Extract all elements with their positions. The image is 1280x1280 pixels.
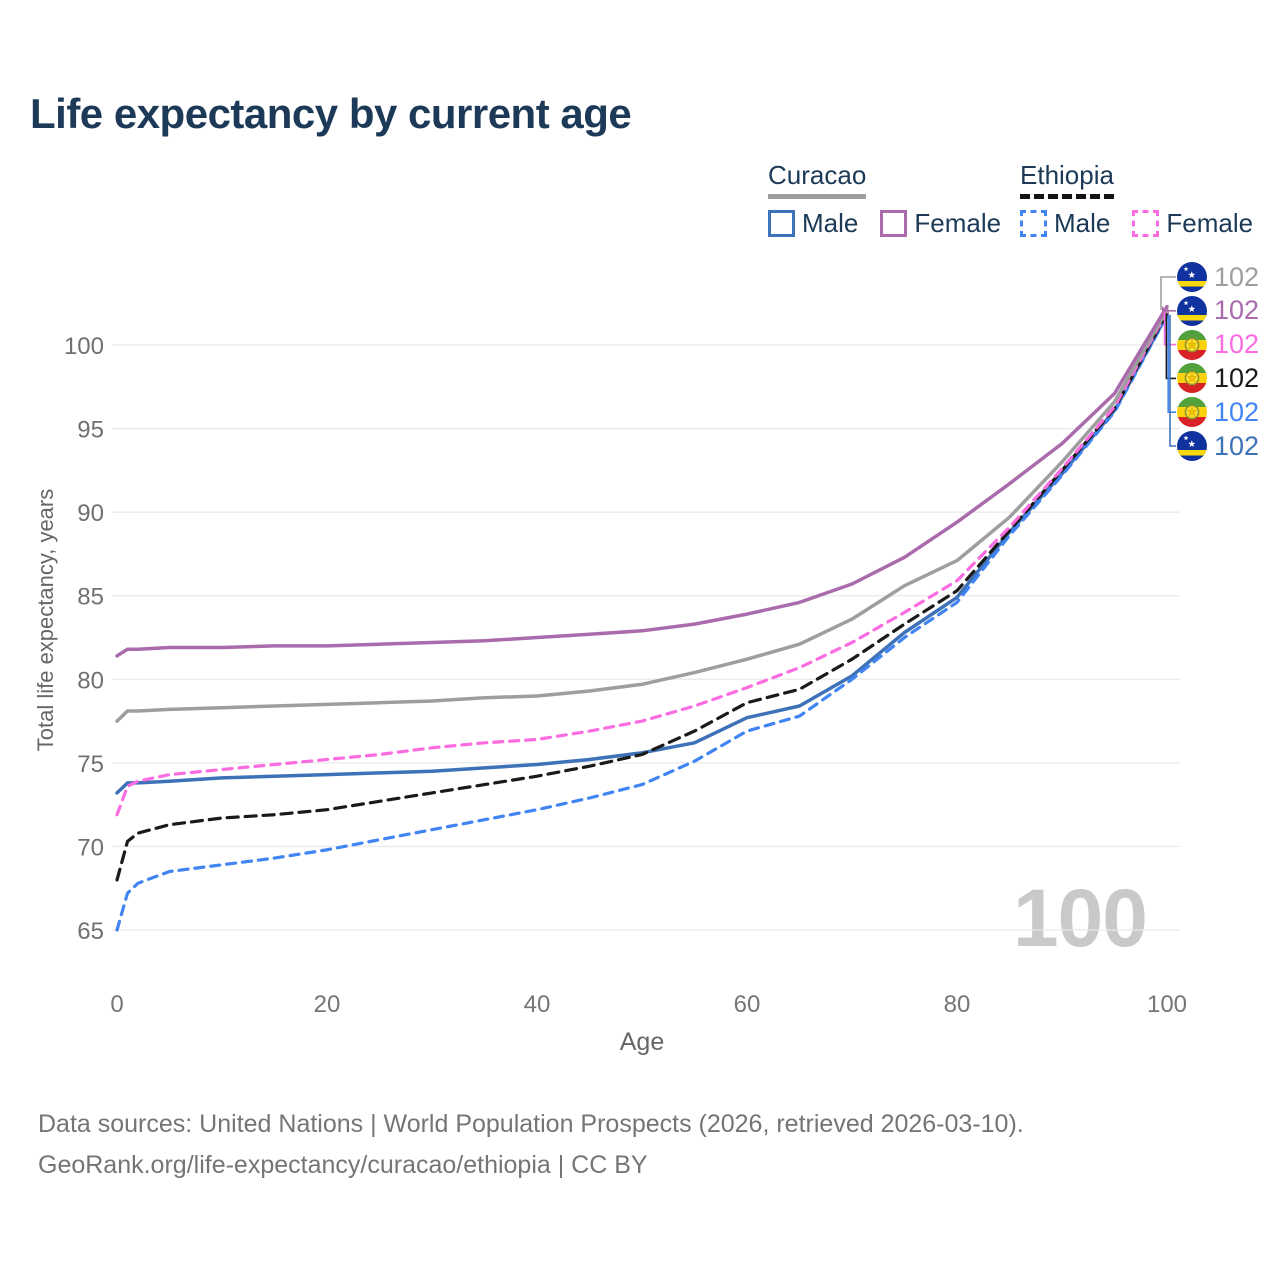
curacao-flag-icon	[1177, 262, 1207, 292]
legend-label: Female	[914, 208, 1002, 238]
x-tick-0: 0	[110, 991, 123, 1018]
end-label-value: 102	[1214, 295, 1260, 326]
age-watermark: 100	[1013, 873, 1148, 964]
end-label-ethiopia-male: 102	[1177, 396, 1260, 428]
y-tick-85: 85	[77, 584, 104, 611]
ethiopia-flag-icon	[1177, 397, 1207, 428]
end-label-value: 102	[1214, 430, 1260, 461]
end-label-connector-curacao-all	[1160, 276, 1176, 310]
end-label-connector-ethiopia-male	[1167, 315, 1176, 414]
ethiopia-flag-icon	[1177, 329, 1207, 360]
y-tick-100: 100	[64, 333, 104, 360]
end-label-value: 102	[1214, 362, 1260, 393]
series-line-ethiopia-female	[115, 310, 1169, 817]
end-label-ethiopia-female: 102	[1177, 329, 1260, 360]
series-line-curacao-all	[115, 308, 1169, 723]
legend-item-ethiopia-male[interactable]: Male	[1020, 208, 1110, 239]
attribution-line: GeoRank.org/life-expectancy/curacao/ethi…	[38, 1151, 648, 1179]
curacao-flag-icon	[1177, 295, 1207, 326]
end-label-curacao-male: 102	[1177, 431, 1259, 461]
end-label-value: 102	[1214, 396, 1260, 427]
footer: Data sources: United Nations | World Pop…	[38, 1104, 1024, 1186]
legend-item-curacao-female[interactable]: Female	[880, 208, 1001, 239]
end-label-connector-ethiopia-female	[1163, 311, 1176, 346]
legend-group-curacao: Curacao Male Female	[768, 160, 1001, 239]
end-label-value: 102	[1214, 261, 1260, 292]
end-label-curacao-female: 102	[1177, 295, 1260, 326]
x-tick-20: 20	[314, 991, 341, 1018]
series-line-ethiopia-all	[115, 311, 1169, 882]
ethiopia-male-swatch-icon	[1020, 210, 1047, 237]
end-label-connector-curacao-female	[1162, 306, 1176, 312]
y-tick-80: 80	[77, 667, 104, 694]
legend-label: Female	[1166, 208, 1254, 238]
y-tick-70: 70	[77, 834, 104, 861]
curacao-female-swatch-icon	[880, 210, 908, 237]
series-line-curacao-male	[115, 313, 1169, 795]
y-tick-75: 75	[77, 751, 104, 778]
x-tick-100: 100	[1147, 991, 1187, 1018]
x-tick-40: 40	[524, 991, 551, 1018]
chart-title: Life expectancy by current age	[30, 90, 632, 137]
curacao-flag-icon	[1177, 431, 1207, 461]
legend-label: Male	[1054, 208, 1111, 238]
legend-item-curacao-male[interactable]: Male	[768, 208, 858, 239]
end-label-connector-curacao-male	[1169, 314, 1176, 447]
data-sources-line: Data sources: United Nations | World Pop…	[38, 1110, 1024, 1138]
y-tick-65: 65	[77, 918, 104, 945]
end-label-value: 102	[1214, 329, 1260, 360]
legend-country-ethiopia[interactable]: Ethiopia	[1020, 160, 1114, 199]
legend-country-curacao[interactable]: Curacao	[768, 160, 867, 199]
ethiopia-flag-icon	[1177, 363, 1207, 394]
x-axis-title: Age	[619, 1028, 665, 1056]
legend-group-ethiopia: Ethiopia Male Female	[1020, 160, 1253, 239]
series-line-curacao-female	[115, 304, 1169, 658]
y-tick-95: 95	[77, 417, 104, 444]
end-label-connector-ethiopia-all	[1165, 313, 1176, 380]
ethiopia-female-swatch-icon	[1132, 210, 1160, 237]
end-label-curacao-all: 102	[1177, 262, 1259, 292]
x-tick-60: 60	[734, 991, 761, 1018]
legend-label: Male	[802, 208, 859, 238]
x-tick-80: 80	[944, 991, 971, 1018]
end-label-ethiopia-all: 102	[1177, 362, 1260, 394]
y-tick-90: 90	[77, 500, 104, 527]
series-line-ethiopia-male	[115, 314, 1169, 932]
curacao-male-swatch-icon	[768, 210, 795, 237]
legend-item-ethiopia-female[interactable]: Female	[1132, 208, 1253, 239]
